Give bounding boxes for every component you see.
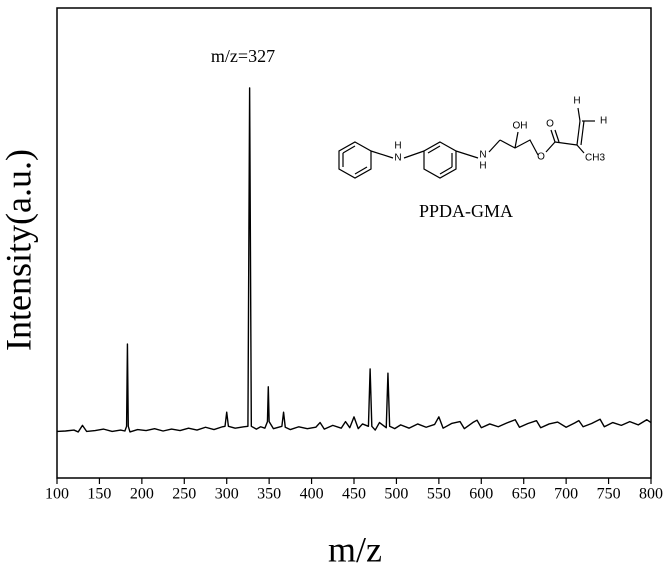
- x-tick-label: 600: [469, 486, 493, 503]
- structure: [338, 107, 595, 179]
- bond: [550, 129, 556, 143]
- bond: [576, 120, 581, 146]
- bond: [576, 144, 585, 154]
- x-tick-label: 200: [130, 486, 154, 503]
- bond: [499, 139, 539, 156]
- x-tick-label: 350: [257, 486, 281, 503]
- bond: [354, 166, 368, 175]
- peak-annotation: m/z=327: [211, 46, 275, 66]
- atom-label: H: [479, 161, 486, 172]
- benzene-ring: [423, 141, 457, 179]
- bond: [554, 129, 560, 143]
- plot-frame: [56, 7, 652, 479]
- x-tick-label: 500: [384, 486, 408, 503]
- x-tick-label: 650: [512, 486, 536, 503]
- bond: [370, 150, 394, 159]
- bond: [403, 150, 425, 159]
- x-tick-label: 800: [639, 486, 663, 503]
- atom-label: H: [394, 141, 401, 152]
- atom-label: N: [479, 150, 486, 161]
- atom-label: H: [600, 116, 607, 127]
- bond: [514, 131, 519, 149]
- bond: [554, 141, 578, 146]
- bond: [577, 107, 581, 122]
- x-tick-label: 400: [300, 486, 324, 503]
- x-tick-label: 700: [554, 486, 578, 503]
- x-tick-label: 750: [597, 486, 621, 503]
- y-axis-title: Intensity(a.u.): [0, 149, 38, 351]
- bond: [488, 139, 501, 153]
- x-tick-label: 150: [87, 486, 111, 503]
- bond: [580, 120, 585, 146]
- bond: [439, 166, 453, 175]
- atom-label: CH3: [585, 153, 605, 164]
- spectrum-line: [56, 87, 652, 433]
- atom-label: OH: [513, 121, 528, 132]
- x-tick-label: 450: [342, 486, 366, 503]
- x-tick-label: 300: [215, 486, 239, 503]
- x-tick-label: 250: [172, 486, 196, 503]
- x-axis-title: m/z: [328, 529, 382, 569]
- x-tick-label: 550: [427, 486, 451, 503]
- atom-label: O: [546, 119, 554, 130]
- x-tick-label: 100: [45, 486, 69, 503]
- atom-label: O: [537, 152, 545, 163]
- atom-label: N: [394, 153, 401, 164]
- bond: [427, 145, 441, 154]
- bond: [545, 141, 556, 153]
- compound-name: PPDA-GMA: [419, 201, 513, 221]
- bond: [455, 150, 479, 159]
- benzene-ring: [338, 141, 372, 179]
- bond: [342, 145, 356, 154]
- atom-label: H: [573, 96, 580, 107]
